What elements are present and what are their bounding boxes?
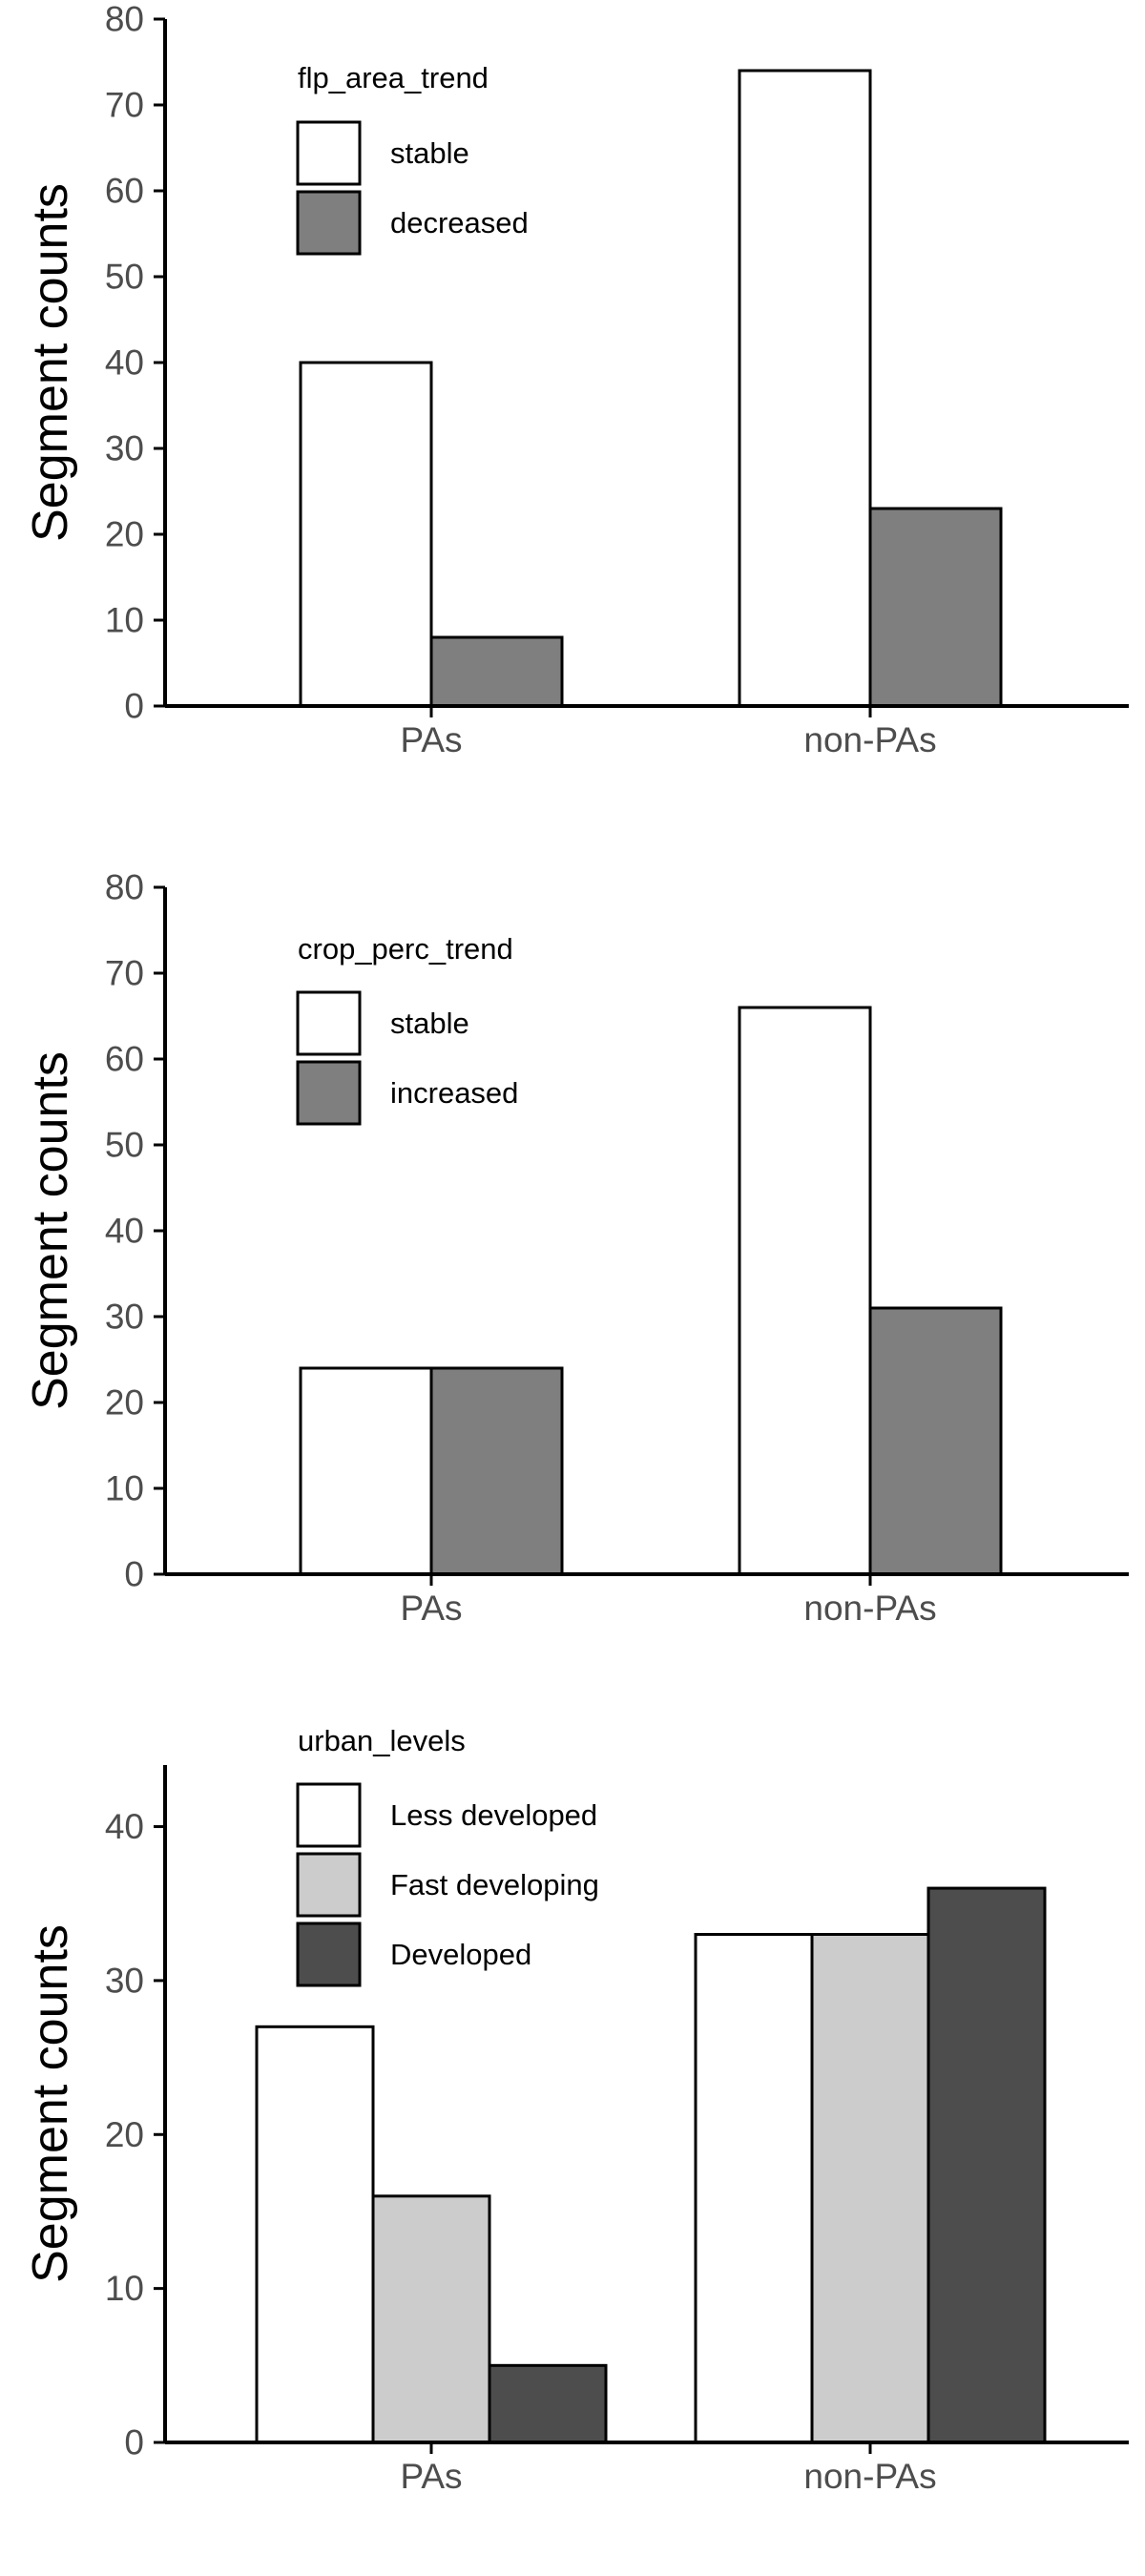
bar-pas-developed [488, 2363, 608, 2444]
legend-label: decreased [390, 206, 529, 239]
y-tick-label: 50 [105, 1126, 144, 1165]
legend-title: flp_area_trend [298, 61, 489, 94]
y-tick-label: 30 [105, 429, 144, 468]
bar-pas-increased [429, 1366, 564, 1576]
y-axis-title: Segment counts [23, 1924, 78, 2283]
legend-key [296, 120, 362, 186]
chart-panel-1: 0 10 20 30 40 50 60 70 80 PAs non-PAs Segment count… [23, 0, 1129, 759]
y-tick-label: 30 [105, 1298, 144, 1337]
y-tick-label: 40 [105, 1212, 144, 1251]
bar-pas-less-developed [255, 2025, 375, 2444]
y-tick-label: 70 [105, 954, 144, 993]
bar-non-pas-developed [926, 1886, 1047, 2444]
y-tick-label: 70 [105, 86, 144, 125]
bar-non-pas-stable [738, 69, 872, 708]
x-tick-label: non-PAs [803, 720, 936, 759]
y-tick-label: 10 [105, 2269, 144, 2308]
y-tick-label: 80 [105, 0, 144, 39]
bar-pas-stable [299, 1366, 433, 1576]
y-tick-label: 20 [105, 2115, 144, 2154]
y-tick-label: 40 [105, 343, 144, 383]
bar-non-pas-increased [868, 1306, 1003, 1576]
bar-non-pas-stable [738, 1006, 872, 1576]
y-tick-label: 0 [124, 2423, 144, 2462]
chart-panel-3: 0 10 20 30 40 PAs non-PAs Segment counts urban_l… [23, 1724, 1129, 2496]
legend-label: Less developed [390, 1798, 597, 1832]
bar-pas-fast-developing [371, 2194, 491, 2444]
y-tick-label: 50 [105, 258, 144, 297]
legend-key [296, 1922, 362, 1987]
bar-non-pas-fast-developing [810, 1933, 930, 2444]
y-tick-label: 30 [105, 1961, 144, 2000]
bar-pas-stable [299, 361, 433, 708]
legend-title: urban_levels [298, 1724, 466, 1757]
y-tick-label: 20 [105, 1383, 144, 1423]
y-tick-label: 80 [105, 868, 144, 907]
legend-label: stable [390, 1007, 469, 1040]
bar-pas-decreased [429, 635, 564, 708]
legend-label: increased [390, 1076, 518, 1110]
legend-label: stable [390, 136, 469, 170]
y-tick-label: 60 [105, 172, 144, 211]
bar-non-pas-less-developed [694, 1933, 814, 2444]
legend-title: crop_perc_trend [298, 932, 513, 966]
y-tick-label: 0 [124, 1555, 144, 1594]
x-tick-label: PAs [400, 2457, 462, 2496]
legend-key [296, 1852, 362, 1918]
legend: urban_levels Less developed Fast developin… [296, 1724, 599, 1987]
legend-label: Fast developing [390, 1868, 599, 1901]
x-tick-label: non-PAs [803, 2457, 936, 2496]
y-tick-label: 10 [105, 1469, 144, 1508]
y-tick-label: 20 [105, 515, 144, 554]
y-tick-label: 60 [105, 1040, 144, 1079]
chart-panel-2: 0 10 20 30 40 50 60 70 80 PAs non-PAs Segment count… [23, 868, 1129, 1628]
legend-key [296, 990, 362, 1056]
x-tick-label: PAs [400, 1589, 462, 1628]
y-tick-label: 10 [105, 601, 144, 640]
legend-key [296, 1060, 362, 1126]
bar-non-pas-decreased [868, 507, 1003, 708]
y-tick-label: 0 [124, 687, 144, 726]
x-tick-label: PAs [400, 720, 462, 759]
legend-label: Developed [390, 1938, 531, 1971]
y-axis-title: Segment counts [23, 183, 78, 542]
y-axis-title: Segment counts [23, 1051, 78, 1410]
legend-key [296, 190, 362, 256]
x-tick-label: non-PAs [803, 1589, 936, 1628]
legend-key [296, 1782, 362, 1848]
y-tick-label: 40 [105, 1807, 144, 1846]
